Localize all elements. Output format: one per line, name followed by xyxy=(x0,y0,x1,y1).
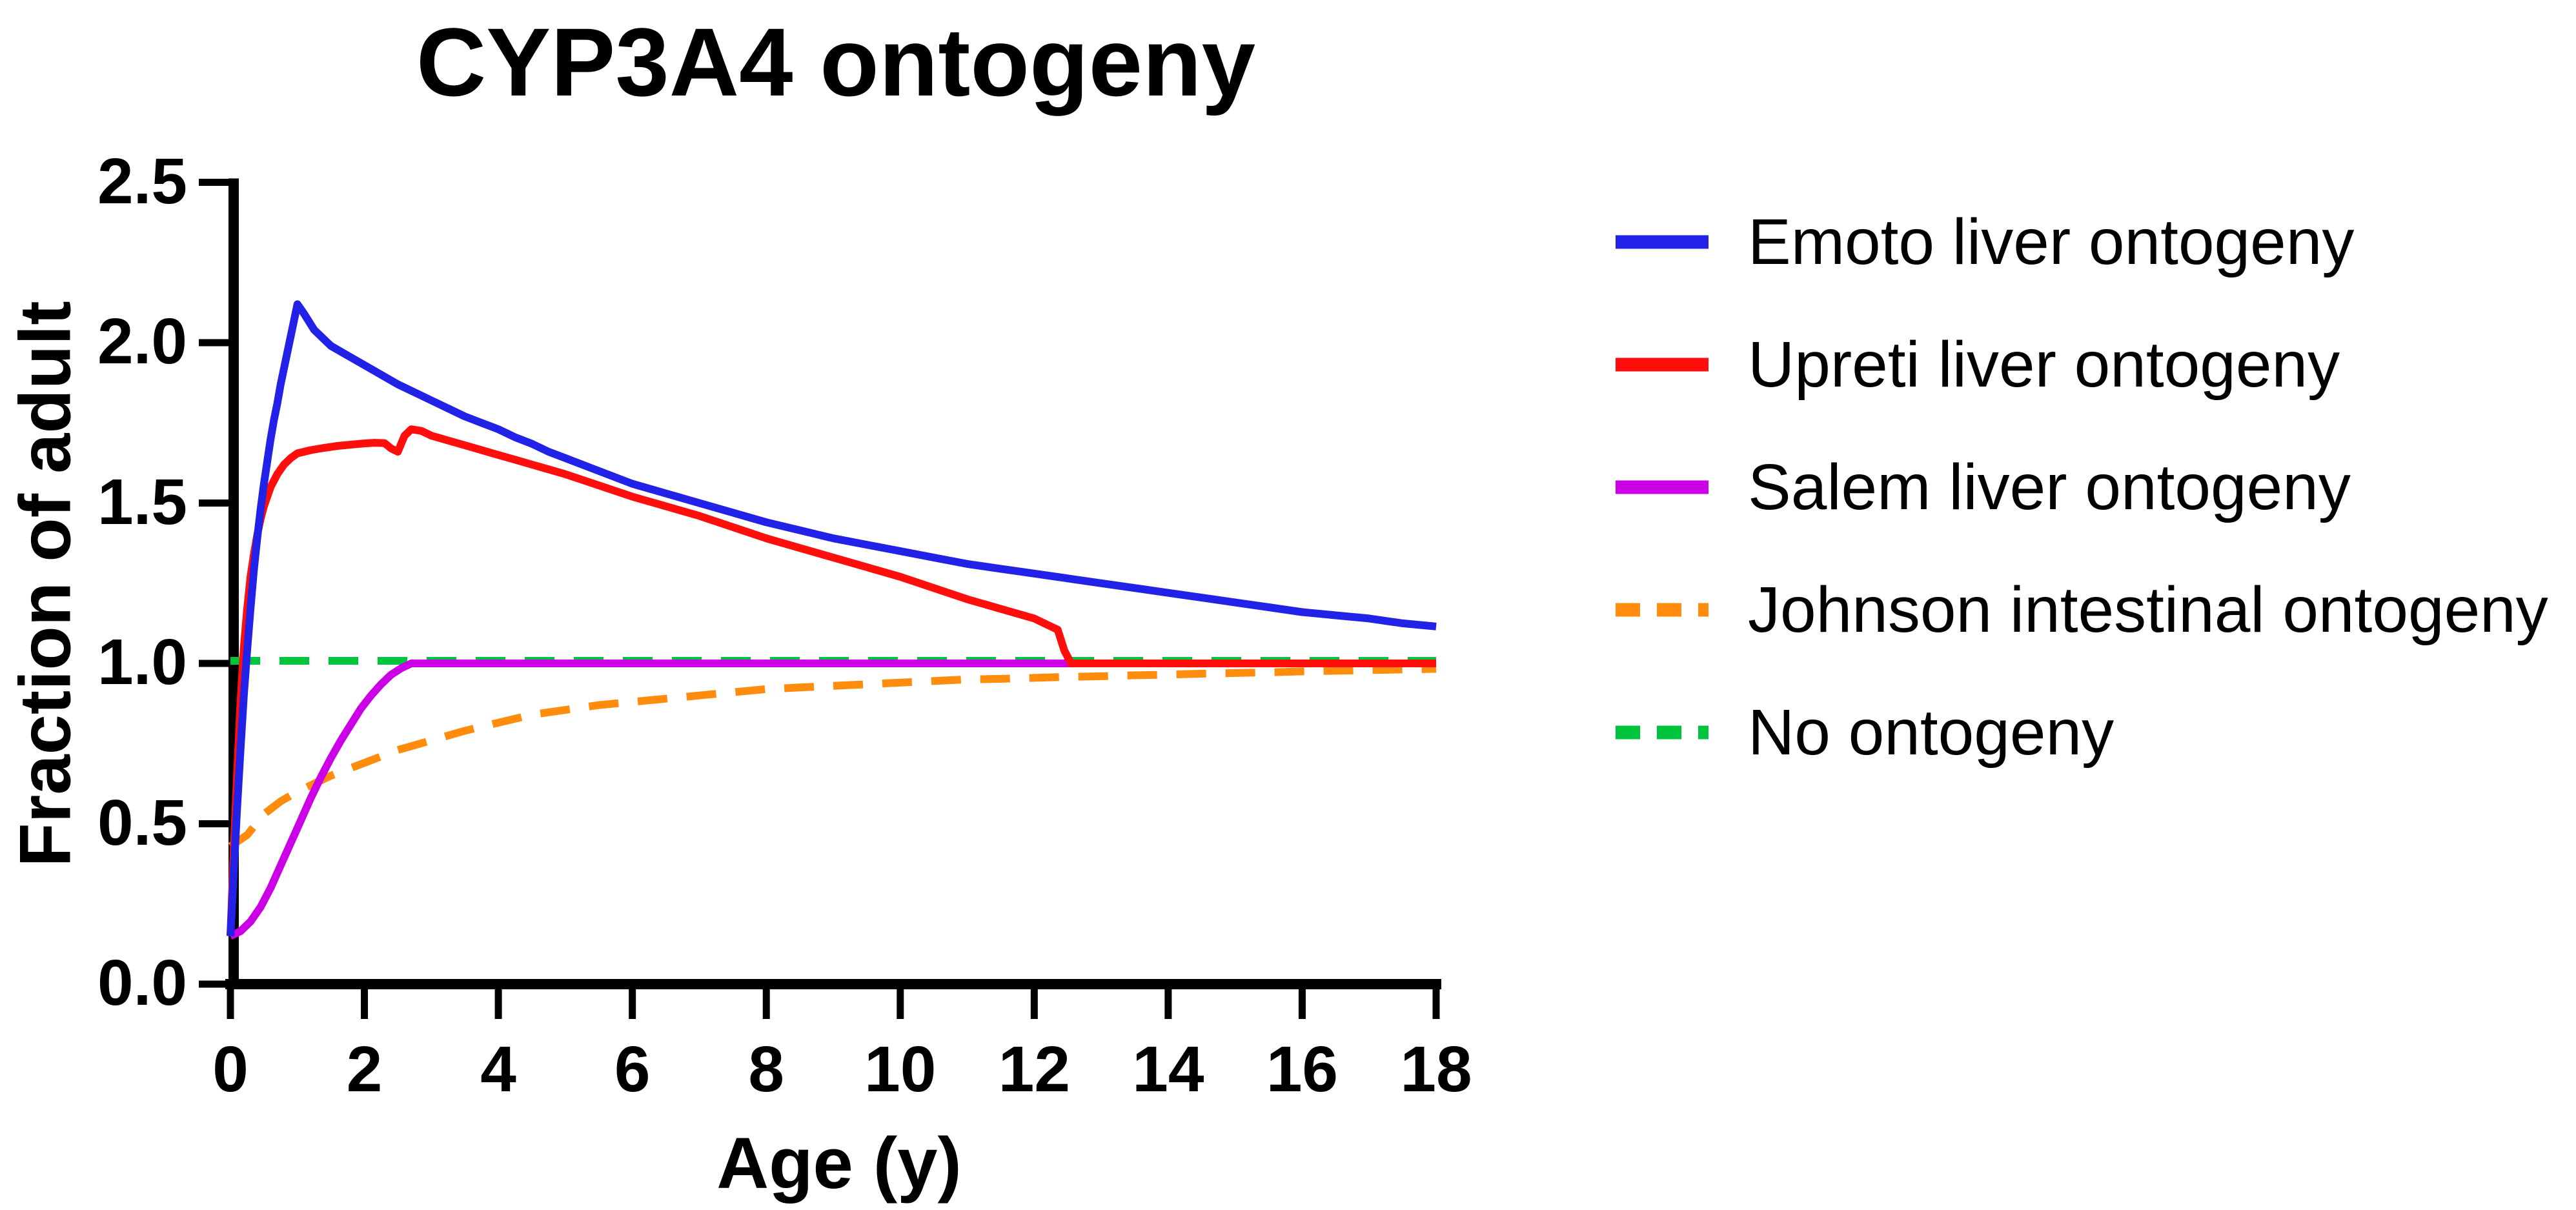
legend-swatch-dashed-line-icon xyxy=(1616,603,1709,617)
y-tick-label: 1.0 xyxy=(97,626,187,698)
series-line-salem-liver-ontogeny xyxy=(228,660,1436,940)
x-tick-label: 6 xyxy=(614,1033,651,1105)
legend-label: No ontogeny xyxy=(1748,696,2115,769)
x-axis-label: Age (y) xyxy=(716,1123,962,1204)
legend-label: Upreti liver ontogeny xyxy=(1748,328,2340,401)
legend-item: Emoto liver ontogeny xyxy=(1614,201,2548,283)
y-tick-label: 2.5 xyxy=(97,145,187,217)
legend-item: Upreti liver ontogeny xyxy=(1614,324,2548,405)
legend-item: Salem liver ontogeny xyxy=(1614,447,2548,528)
series-line-johnson-intestinal-ontogeny xyxy=(228,665,1437,850)
x-tick-label: 0 xyxy=(212,1033,248,1105)
x-tick-label: 12 xyxy=(998,1033,1070,1105)
y-tick-label: 0.0 xyxy=(97,947,187,1019)
legend-swatch-solid-line-icon xyxy=(1616,358,1709,372)
x-tick-label: 16 xyxy=(1266,1033,1339,1105)
chart-title: CYP3A4 ontogeny xyxy=(416,8,1256,116)
legend-swatch-solid-line-icon xyxy=(1616,480,1709,494)
x-tick-label: 2 xyxy=(346,1033,383,1105)
legend-item: No ontogeny xyxy=(1614,692,2548,773)
series-line-emoto-liver-ontogeny xyxy=(227,300,1437,936)
y-tick-label: 1.5 xyxy=(97,465,187,538)
x-tick-label: 14 xyxy=(1132,1033,1204,1105)
legend-label: Salem liver ontogeny xyxy=(1748,451,2351,523)
legend-swatch-dashed-line-icon xyxy=(1616,725,1709,740)
x-tick-label: 18 xyxy=(1400,1033,1472,1105)
legend-item: Johnson intestinal ontogeny xyxy=(1614,569,2548,650)
x-tick-label: 4 xyxy=(480,1033,516,1105)
y-tick-label: 0.5 xyxy=(97,786,187,859)
legend: Emoto liver ontogeny Upreti liver ontogen… xyxy=(1614,201,2548,814)
legend-label: Emoto liver ontogeny xyxy=(1748,206,2355,278)
x-tick-label: 10 xyxy=(864,1033,937,1105)
y-tick-label: 2.0 xyxy=(97,305,187,378)
legend-swatch-solid-line-icon xyxy=(1616,235,1709,249)
x-tick-label: 8 xyxy=(748,1033,785,1105)
legend-label: Johnson intestinal ontogeny xyxy=(1748,574,2548,646)
